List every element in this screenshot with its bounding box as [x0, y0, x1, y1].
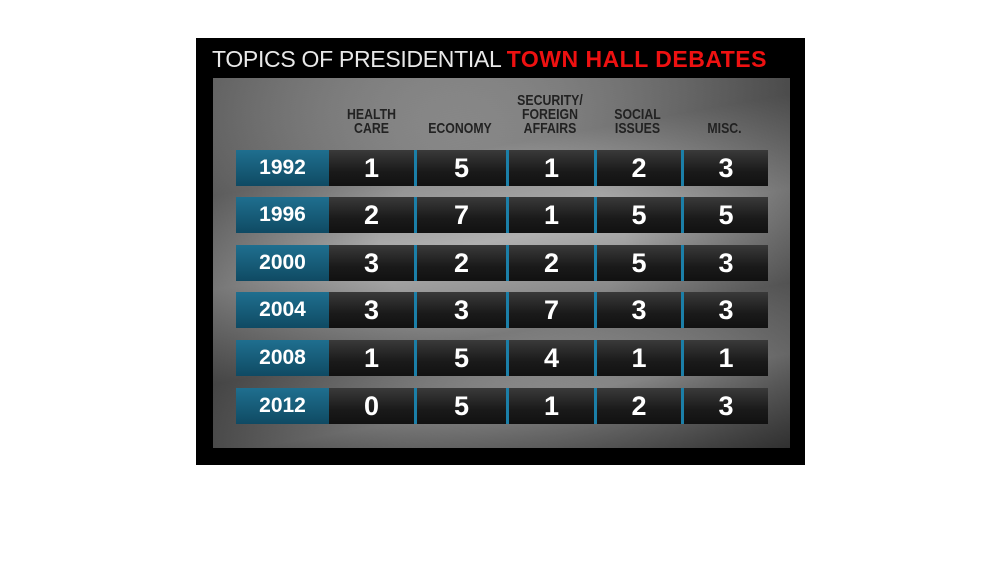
- column-header: SOCIAL ISSUES: [614, 106, 661, 137]
- value-cell: 0: [329, 388, 414, 424]
- value-cell: 5: [414, 150, 506, 186]
- value-cell: 1: [594, 340, 681, 376]
- table-row: 2008 1 5 4 1 1: [236, 340, 768, 376]
- table-row: 2000 3 2 2 5 3: [236, 245, 768, 281]
- value-cell: 3: [329, 292, 414, 328]
- value-cell: 2: [506, 245, 594, 281]
- value-cell: 3: [681, 292, 768, 328]
- table-row: 1992 1 5 1 2 3: [236, 150, 768, 186]
- title-prefix: TOPICS OF PRESIDENTIAL: [212, 46, 501, 72]
- value-cell: 5: [414, 388, 506, 424]
- value-cell: 3: [329, 245, 414, 281]
- value-cell: 3: [594, 292, 681, 328]
- column-header: ECONOMY: [428, 120, 492, 137]
- year-label: 1996: [236, 197, 329, 233]
- value-cell: 3: [414, 292, 506, 328]
- value-cell: 4: [506, 340, 594, 376]
- title-highlight: TOWN HALL DEBATES: [506, 46, 767, 72]
- value-cell: 1: [506, 197, 594, 233]
- value-cell: 2: [594, 150, 681, 186]
- column-header: HEALTH CARE: [347, 106, 396, 137]
- infographic-frame: TOPICS OF PRESIDENTIAL TOWN HALL DEBATES…: [196, 38, 805, 465]
- value-cell: 7: [414, 197, 506, 233]
- year-label: 2008: [236, 340, 329, 376]
- table-row: 2004 3 3 7 3 3: [236, 292, 768, 328]
- value-cell: 5: [681, 197, 768, 233]
- value-cell: 3: [681, 245, 768, 281]
- table-row: 2012 0 5 1 2 3: [236, 388, 768, 424]
- value-cell: 5: [594, 245, 681, 281]
- year-label: 2000: [236, 245, 329, 281]
- chart-title: TOPICS OF PRESIDENTIAL TOWN HALL DEBATES: [212, 46, 767, 73]
- value-cell: 5: [414, 340, 506, 376]
- value-cell: 1: [506, 388, 594, 424]
- value-cell: 1: [681, 340, 768, 376]
- value-cell: 5: [594, 197, 681, 233]
- year-label: 2012: [236, 388, 329, 424]
- value-cell: 2: [594, 388, 681, 424]
- column-header: SECURITY/ FOREIGN AFFAIRS: [517, 92, 583, 137]
- value-cell: 1: [329, 150, 414, 186]
- value-cell: 7: [506, 292, 594, 328]
- table-row: 1996 2 7 1 5 5: [236, 197, 768, 233]
- column-header: MISC.: [707, 120, 742, 137]
- value-cell: 3: [681, 388, 768, 424]
- value-cell: 1: [506, 150, 594, 186]
- year-label: 1992: [236, 150, 329, 186]
- value-cell: 2: [329, 197, 414, 233]
- value-cell: 2: [414, 245, 506, 281]
- table-panel: HEALTH CARE ECONOMY SECURITY/ FOREIGN AFFA…: [213, 78, 790, 448]
- value-cell: 1: [329, 340, 414, 376]
- year-label: 2004: [236, 292, 329, 328]
- value-cell: 3: [681, 150, 768, 186]
